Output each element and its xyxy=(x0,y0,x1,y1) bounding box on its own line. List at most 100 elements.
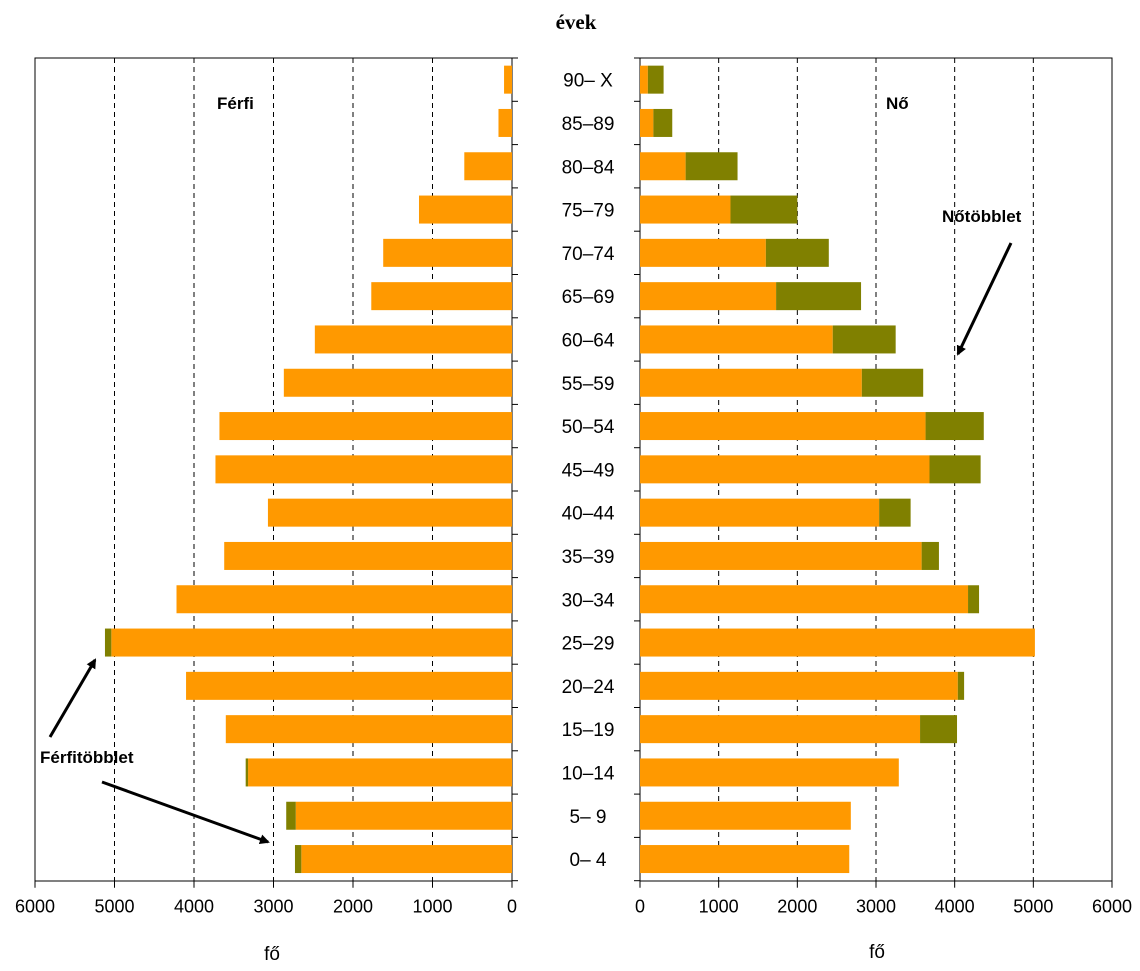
female-x-tick-label: 5000 xyxy=(1013,897,1053,917)
female-bar-55–59 xyxy=(640,369,862,397)
female-x-tick-label: 2000 xyxy=(777,897,817,917)
female-surplus-bar-85–89 xyxy=(653,109,672,137)
female-bar-10–14 xyxy=(640,758,899,786)
male-surplus-bar-25–29 xyxy=(105,629,111,657)
male-surplus-arrow-down xyxy=(102,782,268,842)
female-surplus-bar-35–39 xyxy=(922,542,939,570)
male-bar-90– X xyxy=(504,66,512,94)
age-axis-title: évek xyxy=(556,10,597,34)
female-surplus-bar-75–79 xyxy=(730,196,797,224)
female-surplus-bar-70–74 xyxy=(766,239,829,267)
male-x-tick-label: 5000 xyxy=(94,897,134,917)
female-surplus-annotation: Nőtöbblet xyxy=(942,207,1022,226)
female-surplus-bar-65–69 xyxy=(776,282,861,310)
female-x-tick-label: 1000 xyxy=(699,897,739,917)
age-label-80–84: 80–84 xyxy=(562,157,615,178)
age-label-85–89: 85–89 xyxy=(562,114,615,135)
female-surplus-bar-30–34 xyxy=(968,585,979,613)
age-label-50–54: 50–54 xyxy=(562,417,615,438)
male-x-tick-label: 4000 xyxy=(174,897,214,917)
female-bar-60–64 xyxy=(640,325,833,353)
age-label-65–69: 65–69 xyxy=(562,287,615,308)
female-bar-70–74 xyxy=(640,239,766,267)
male-x-tick-label: 1000 xyxy=(412,897,452,917)
male-bar-70–74 xyxy=(383,239,512,267)
male-bar-40–44 xyxy=(268,499,512,527)
female-surplus-bar-55–59 xyxy=(862,369,923,397)
male-panel-title: Férfi xyxy=(217,94,254,113)
male-bar-30–34 xyxy=(177,585,512,613)
age-label-30–34: 30–34 xyxy=(562,590,615,611)
female-x-axis: 0 1000 2000 3000 4000 5000 6000 xyxy=(635,881,1132,917)
female-bar-75–79 xyxy=(640,196,730,224)
female-x-tick-label: 6000 xyxy=(1092,897,1132,917)
female-x-tick-label: 3000 xyxy=(856,897,896,917)
male-bars xyxy=(105,66,512,873)
male-x-tick-label: 3000 xyxy=(253,897,293,917)
male-bar-65–69 xyxy=(371,282,512,310)
male-bar-0– 4 xyxy=(301,845,512,873)
male-x-axis: 0100020003000400050006000 xyxy=(15,881,517,917)
female-bar-35–39 xyxy=(640,542,922,570)
female-panel-title: Nő xyxy=(886,94,909,113)
female-surplus-bar-15–19 xyxy=(920,715,957,743)
age-label-55–59: 55–59 xyxy=(562,374,615,395)
male-bar-60–64 xyxy=(315,325,512,353)
female-bar-65–69 xyxy=(640,282,776,310)
male-bar-75–79 xyxy=(419,196,512,224)
male-x-axis-label: fő xyxy=(264,944,280,965)
age-label-15–19: 15–19 xyxy=(562,720,615,741)
female-bar-50–54 xyxy=(640,412,926,440)
male-bar-55–59 xyxy=(284,369,512,397)
male-x-tick-label: 6000 xyxy=(15,897,55,917)
female-surplus-arrow xyxy=(958,243,1011,354)
age-group-labels: 90– X 85–89 80–84 75–79 70–74 65–69 60–64 55–59… xyxy=(562,71,615,871)
female-bar-20–24 xyxy=(640,672,958,700)
male-surplus-annotation: Férfitöbblet xyxy=(40,748,134,767)
female-bar-15–19 xyxy=(640,715,920,743)
female-x-tick-label: 0 xyxy=(635,897,645,917)
male-surplus-bar-5– 9 xyxy=(286,802,296,830)
age-label-5– 9: 5– 9 xyxy=(570,807,607,828)
age-label-40–44: 40–44 xyxy=(562,504,615,525)
age-label-10–14: 10–14 xyxy=(562,763,615,784)
age-label-45–49: 45–49 xyxy=(562,460,615,481)
male-bar-35–39 xyxy=(224,542,512,570)
male-surplus-arrow-up xyxy=(50,660,95,737)
female-bar-80–84 xyxy=(640,152,686,180)
age-group-axis: évek 90– X 85–89 80–84 75–79 70–74 65–69 60–64… xyxy=(556,10,615,871)
male-bar-15–19 xyxy=(226,715,512,743)
female-x-axis-label: fő xyxy=(869,942,885,963)
age-label-35–39: 35–39 xyxy=(562,547,615,568)
male-bar-50–54 xyxy=(219,412,512,440)
male-surplus-bar-0– 4 xyxy=(295,845,301,873)
female-panel: 0 1000 2000 3000 4000 5000 6000 Nő fő xyxy=(634,58,1132,963)
age-label-60–64: 60–64 xyxy=(562,330,615,351)
male-bar-25–29 xyxy=(111,629,512,657)
age-label-70–74: 70–74 xyxy=(562,244,615,265)
age-label-20–24: 20–24 xyxy=(562,677,615,698)
male-bar-85–89 xyxy=(498,109,512,137)
female-surplus-bar-50–54 xyxy=(926,412,984,440)
age-label-25–29: 25–29 xyxy=(562,634,615,655)
female-bar-45–49 xyxy=(640,455,929,483)
female-bars xyxy=(640,66,1035,873)
male-surplus-bar-10–14 xyxy=(246,758,248,786)
female-bar-30–34 xyxy=(640,585,968,613)
female-surplus-bar-90– X xyxy=(648,66,664,94)
age-label-90– X: 90– X xyxy=(563,71,613,92)
male-bar-10–14 xyxy=(248,758,512,786)
male-bar-45–49 xyxy=(215,455,512,483)
age-label-75–79: 75–79 xyxy=(562,201,615,222)
male-bar-80–84 xyxy=(464,152,512,180)
female-bar-85–89 xyxy=(640,109,653,137)
female-bar-0– 4 xyxy=(640,845,849,873)
female-bar-40–44 xyxy=(640,499,879,527)
female-surplus-bar-20–24 xyxy=(958,672,964,700)
female-bar-25–29 xyxy=(640,629,1035,657)
female-surplus-bar-40–44 xyxy=(879,499,910,527)
male-bar-5– 9 xyxy=(296,802,512,830)
female-surplus-bar-80–84 xyxy=(686,152,738,180)
male-panel: 0 1000 2000 3000 4000 5000 6000 Férfi fő xyxy=(15,58,518,965)
